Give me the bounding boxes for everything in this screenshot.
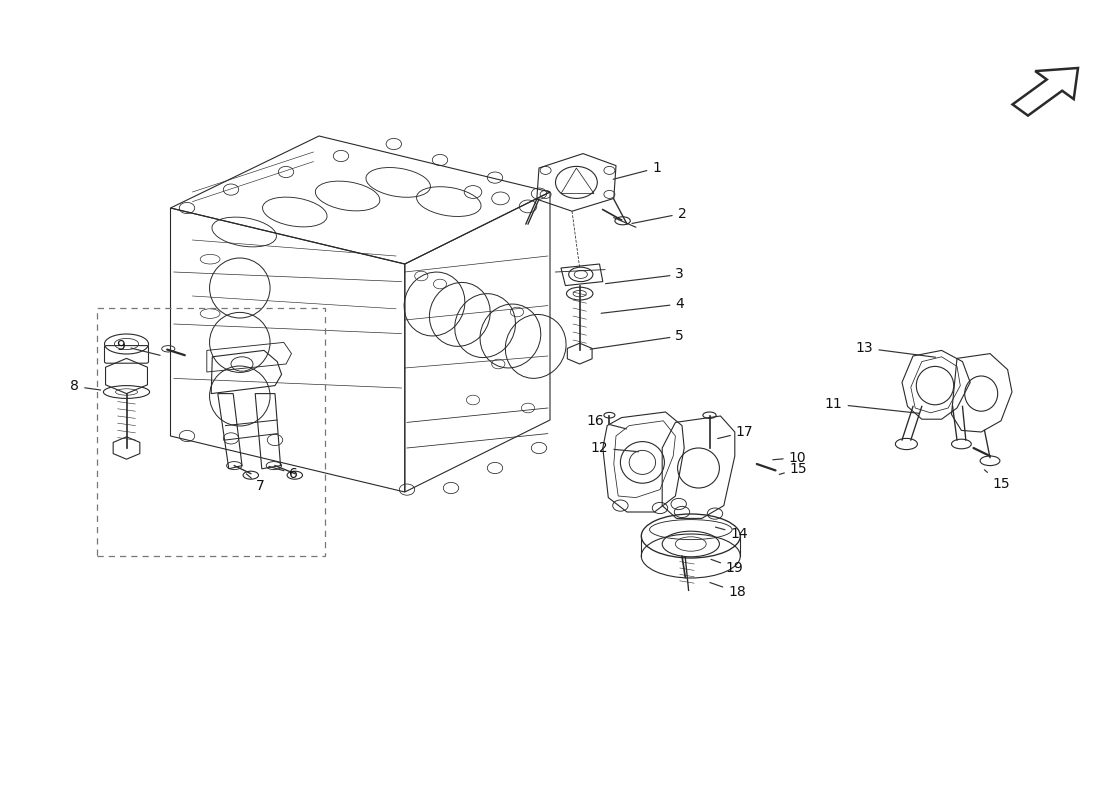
Text: 4: 4	[602, 297, 684, 314]
Text: 8: 8	[70, 379, 100, 394]
Text: 16: 16	[586, 414, 627, 429]
Text: 12: 12	[591, 441, 638, 455]
Text: 15: 15	[779, 462, 807, 476]
Text: 1: 1	[613, 161, 661, 179]
Text: 15: 15	[984, 470, 1010, 491]
Text: 19: 19	[711, 559, 744, 575]
Text: 11: 11	[825, 397, 918, 414]
Text: 3: 3	[606, 267, 684, 284]
Text: 14: 14	[715, 526, 748, 541]
Bar	[97, 308, 324, 556]
Text: 17: 17	[717, 425, 754, 439]
Text: 13: 13	[856, 341, 935, 358]
Text: 7: 7	[246, 474, 265, 494]
Text: 5: 5	[590, 329, 684, 349]
Text: 2: 2	[631, 206, 686, 223]
Text: 9: 9	[117, 338, 161, 355]
Text: 10: 10	[773, 450, 806, 465]
Text: 6: 6	[268, 466, 298, 481]
Text: 18: 18	[710, 582, 746, 599]
